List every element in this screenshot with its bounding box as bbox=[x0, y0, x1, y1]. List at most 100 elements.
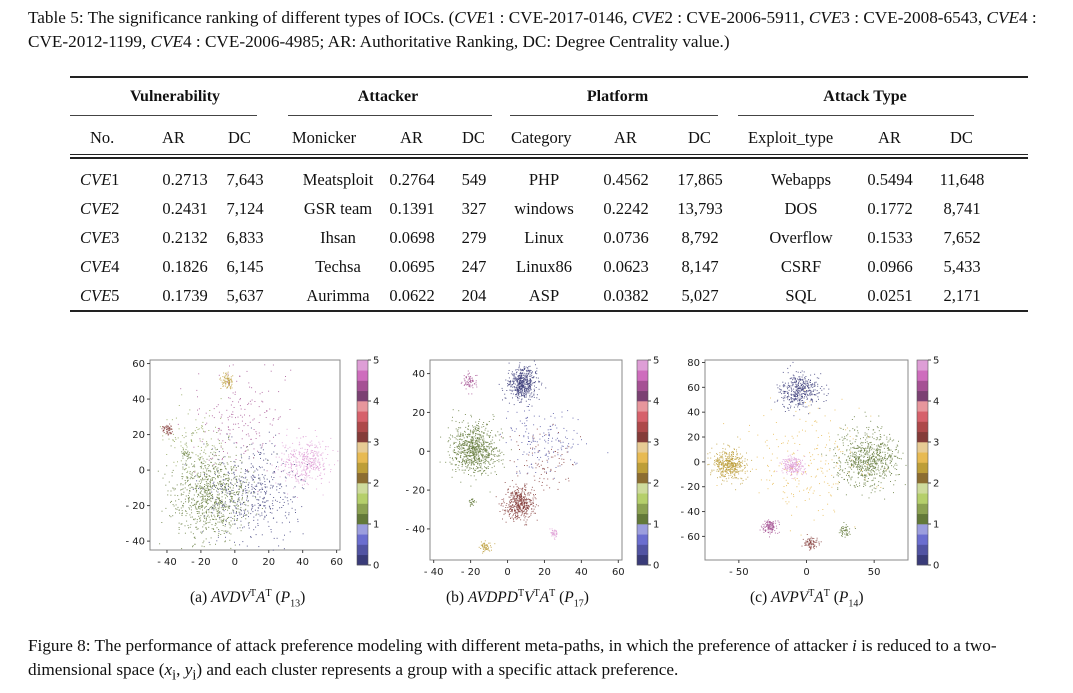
data-point bbox=[271, 453, 273, 455]
data-point bbox=[525, 505, 527, 506]
data-point bbox=[505, 504, 507, 506]
data-point bbox=[196, 502, 198, 504]
data-point bbox=[271, 443, 273, 445]
data-point bbox=[486, 434, 488, 436]
data-point bbox=[205, 498, 206, 500]
data-point bbox=[529, 380, 531, 382]
data-point bbox=[803, 382, 805, 384]
data-point bbox=[186, 453, 188, 455]
data-point bbox=[487, 474, 489, 476]
colorbar-segment bbox=[637, 462, 648, 474]
data-point bbox=[481, 426, 483, 428]
data-point bbox=[182, 488, 184, 490]
data-point bbox=[202, 471, 204, 473]
data-point bbox=[476, 445, 478, 447]
data-point bbox=[175, 465, 177, 467]
x-tick-label: 0 bbox=[504, 567, 510, 578]
data-point bbox=[480, 442, 482, 444]
data-point bbox=[240, 468, 242, 470]
data-point bbox=[474, 449, 476, 451]
data-point bbox=[230, 482, 232, 484]
data-point bbox=[225, 531, 227, 533]
data-point bbox=[224, 479, 226, 481]
data-point bbox=[237, 499, 239, 501]
data-point bbox=[299, 475, 300, 477]
data-point bbox=[286, 472, 288, 474]
data-point bbox=[250, 536, 252, 538]
data-point bbox=[270, 370, 272, 372]
data-point bbox=[806, 406, 808, 408]
data-point bbox=[520, 377, 522, 379]
data-point bbox=[247, 449, 249, 451]
data-point bbox=[250, 467, 252, 469]
data-point bbox=[230, 404, 232, 406]
data-point bbox=[475, 468, 477, 470]
data-point bbox=[533, 437, 535, 439]
data-point bbox=[478, 428, 480, 430]
data-point bbox=[285, 464, 287, 466]
data-point bbox=[514, 508, 516, 510]
data-point bbox=[253, 491, 254, 493]
cve-id: CVE-2006-4985 bbox=[204, 32, 320, 51]
data-point bbox=[200, 515, 202, 517]
data-point bbox=[214, 506, 216, 508]
data-point bbox=[810, 404, 812, 406]
data-point bbox=[488, 456, 490, 458]
data-point bbox=[458, 422, 460, 424]
data-point bbox=[198, 413, 199, 415]
data-point bbox=[201, 461, 203, 463]
data-point bbox=[461, 469, 463, 471]
data-point bbox=[221, 469, 223, 471]
data-point bbox=[204, 417, 206, 419]
data-point bbox=[474, 452, 476, 454]
data-point bbox=[795, 399, 797, 401]
data-point bbox=[522, 387, 524, 389]
data-point bbox=[201, 425, 203, 427]
data-point bbox=[465, 377, 467, 379]
data-point bbox=[809, 393, 811, 395]
data-point bbox=[234, 464, 236, 466]
data-point bbox=[284, 476, 286, 478]
data-point bbox=[165, 433, 167, 435]
data-point bbox=[466, 444, 468, 446]
data-point bbox=[241, 461, 243, 463]
data-point bbox=[531, 441, 533, 443]
data-point bbox=[521, 390, 523, 392]
data-point bbox=[227, 509, 229, 511]
data-point bbox=[511, 506, 513, 508]
cve-symbol: CVE bbox=[80, 228, 112, 247]
data-point bbox=[519, 470, 521, 472]
data-point bbox=[313, 460, 315, 462]
data-point bbox=[466, 384, 468, 386]
data-point bbox=[528, 404, 530, 405]
data-point bbox=[298, 441, 300, 443]
data-point bbox=[190, 439, 192, 441]
data-point bbox=[791, 388, 792, 390]
data-point bbox=[195, 503, 197, 505]
data-point bbox=[512, 501, 514, 503]
data-point bbox=[235, 511, 237, 513]
data-point bbox=[526, 465, 528, 467]
data-point bbox=[803, 381, 805, 382]
data-point bbox=[190, 483, 191, 485]
data-point bbox=[471, 377, 473, 379]
cve-number: 3 bbox=[111, 228, 120, 247]
colorbar-tick-label: 2 bbox=[373, 479, 379, 490]
data-point bbox=[317, 468, 319, 470]
data-point bbox=[311, 451, 313, 453]
data-point bbox=[512, 518, 514, 520]
data-point bbox=[520, 374, 522, 376]
data-point bbox=[477, 468, 479, 469]
data-point bbox=[481, 460, 483, 462]
data-point bbox=[514, 379, 516, 381]
data-point bbox=[787, 388, 788, 390]
data-point bbox=[301, 447, 303, 449]
table-row: CVE2 0.2431 7,124 GSR team 0.1391 327 windows 0… bbox=[70, 199, 1028, 227]
data-point bbox=[163, 432, 165, 433]
data-point bbox=[452, 469, 454, 471]
data-point bbox=[292, 470, 294, 471]
data-point bbox=[288, 456, 290, 458]
data-point bbox=[199, 518, 201, 520]
data-point bbox=[307, 464, 309, 465]
data-point bbox=[529, 382, 531, 384]
